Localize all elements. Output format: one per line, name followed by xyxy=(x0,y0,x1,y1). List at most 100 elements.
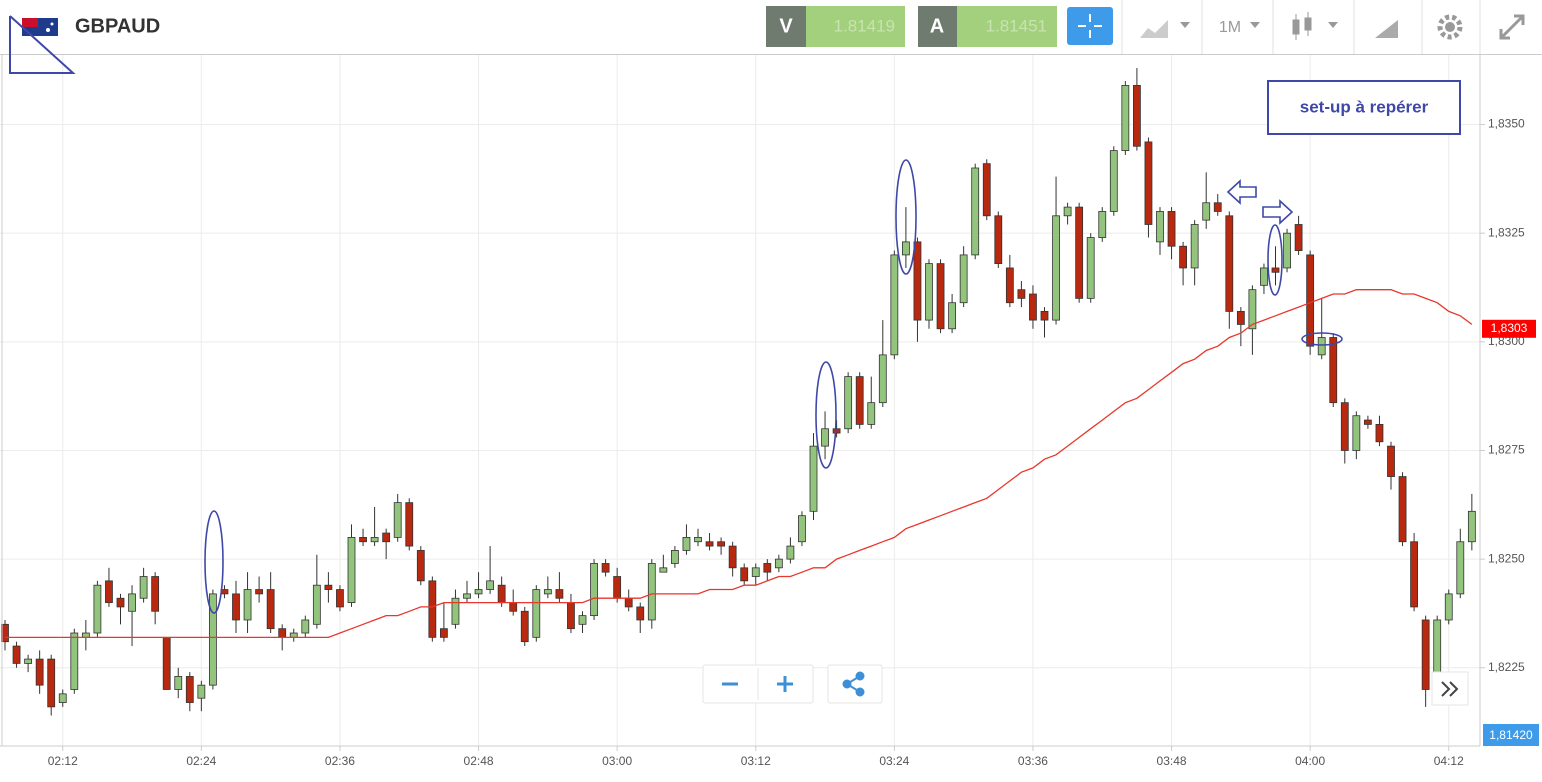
annotation-text: set-up à repérer xyxy=(1300,97,1429,116)
share-button[interactable] xyxy=(827,664,883,704)
fullscreen-button[interactable] xyxy=(1499,14,1525,40)
candle-body xyxy=(1179,245,1187,269)
candle-body xyxy=(613,576,622,599)
candle-body xyxy=(1017,289,1026,299)
candle-body xyxy=(116,597,125,608)
timeframe-caret xyxy=(1250,22,1260,28)
x-tick-label: 02:12 xyxy=(48,754,78,768)
arrow-right xyxy=(1262,199,1294,225)
candle-body xyxy=(555,589,564,599)
candle-body xyxy=(740,567,749,582)
candle-body xyxy=(1144,141,1153,225)
candle-body xyxy=(428,580,437,638)
candle-body xyxy=(24,658,33,664)
candle-body xyxy=(1306,254,1315,347)
y-tick-label: 1,8350 xyxy=(1488,117,1525,131)
candle-body xyxy=(532,589,541,638)
candle-body xyxy=(1340,402,1349,451)
chart-type-button[interactable] xyxy=(1140,20,1190,38)
candle-style-button[interactable] xyxy=(1292,12,1338,40)
candle-body xyxy=(624,597,633,608)
candle-body xyxy=(266,589,275,630)
timeframe[interactable]: 1M xyxy=(1219,19,1241,36)
candle-body xyxy=(890,254,899,356)
x-tick-label: 02:36 xyxy=(325,754,355,768)
candle-body xyxy=(1063,206,1072,217)
candle-body xyxy=(1456,541,1465,595)
draw-tool-button[interactable] xyxy=(1375,20,1398,38)
buy-button[interactable] xyxy=(918,6,957,47)
candle-body xyxy=(1225,215,1234,312)
plot xyxy=(1,68,1476,716)
candle-body xyxy=(1410,541,1418,608)
settings-hub xyxy=(1445,22,1455,32)
buy-price: 1.81451 xyxy=(986,16,1047,35)
candle-body xyxy=(208,593,217,686)
candle-body xyxy=(543,589,552,595)
candle-body xyxy=(578,615,587,625)
x-tick-label: 02:48 xyxy=(464,754,494,768)
candle-body xyxy=(1248,289,1257,330)
scroll-icon xyxy=(1441,681,1459,697)
sell-button[interactable] xyxy=(766,6,806,47)
x-tick-label: 03:36 xyxy=(1018,754,1048,768)
grid xyxy=(0,55,1480,746)
candle-body xyxy=(798,515,806,543)
candle-body xyxy=(1133,85,1141,147)
candle-body xyxy=(1294,224,1303,251)
candle-body xyxy=(278,628,287,638)
header: GBPAUD V 1.81419 A 1.81451 1M xyxy=(0,0,1542,74)
candle-body xyxy=(1213,202,1222,212)
candle-body xyxy=(243,589,252,621)
settings-button[interactable] xyxy=(1437,14,1463,40)
candle-body xyxy=(463,593,471,599)
candle-body xyxy=(324,584,333,590)
x-tick-label: 03:00 xyxy=(602,754,632,768)
candle-body xyxy=(58,693,67,703)
candle-body xyxy=(959,254,968,304)
candle-body xyxy=(486,580,495,590)
sell-label: V xyxy=(779,15,793,37)
candle-body xyxy=(647,563,656,621)
candle-body xyxy=(821,428,829,447)
candle-body xyxy=(1317,337,1326,356)
candle-body xyxy=(301,619,310,634)
candle-body xyxy=(47,658,56,708)
candle-body xyxy=(1202,202,1211,221)
candle-body xyxy=(671,550,679,564)
candle-body xyxy=(1236,311,1245,325)
candle-body xyxy=(1352,415,1361,451)
candle-body xyxy=(1421,619,1430,690)
candle-body xyxy=(1329,337,1338,404)
ellipse xyxy=(1267,224,1283,296)
x-tick-label: 04:00 xyxy=(1295,754,1325,768)
price-tag-bg xyxy=(1483,724,1539,746)
candle-body xyxy=(393,502,402,538)
y-tick-label: 1,8225 xyxy=(1488,660,1525,674)
sell-price-box[interactable] xyxy=(806,6,905,47)
arrow-left xyxy=(1226,179,1257,205)
candle-body xyxy=(1098,211,1107,238)
candle-body xyxy=(347,536,356,603)
ellipse xyxy=(895,159,917,275)
candle-body xyxy=(1156,211,1164,243)
flag-icon xyxy=(22,18,58,36)
zoom-in[interactable] xyxy=(777,676,793,692)
candle-body xyxy=(1283,232,1291,269)
candle-body xyxy=(451,597,460,625)
candle-body xyxy=(809,445,818,512)
candle-body xyxy=(105,580,113,603)
candle-body xyxy=(590,563,598,617)
scroll-right[interactable] xyxy=(1431,671,1469,706)
crosshair-button[interactable] xyxy=(1067,7,1113,45)
candle-body xyxy=(1029,293,1037,321)
buy-price-box[interactable] xyxy=(957,6,1057,47)
candle-body xyxy=(659,567,668,573)
candle-body xyxy=(497,584,506,603)
candle-body xyxy=(1260,267,1268,286)
candle-body xyxy=(81,632,90,638)
candle-body xyxy=(1052,215,1060,321)
symbol: GBPAUD xyxy=(75,15,160,37)
x-tick-label: 03:48 xyxy=(1157,754,1187,768)
